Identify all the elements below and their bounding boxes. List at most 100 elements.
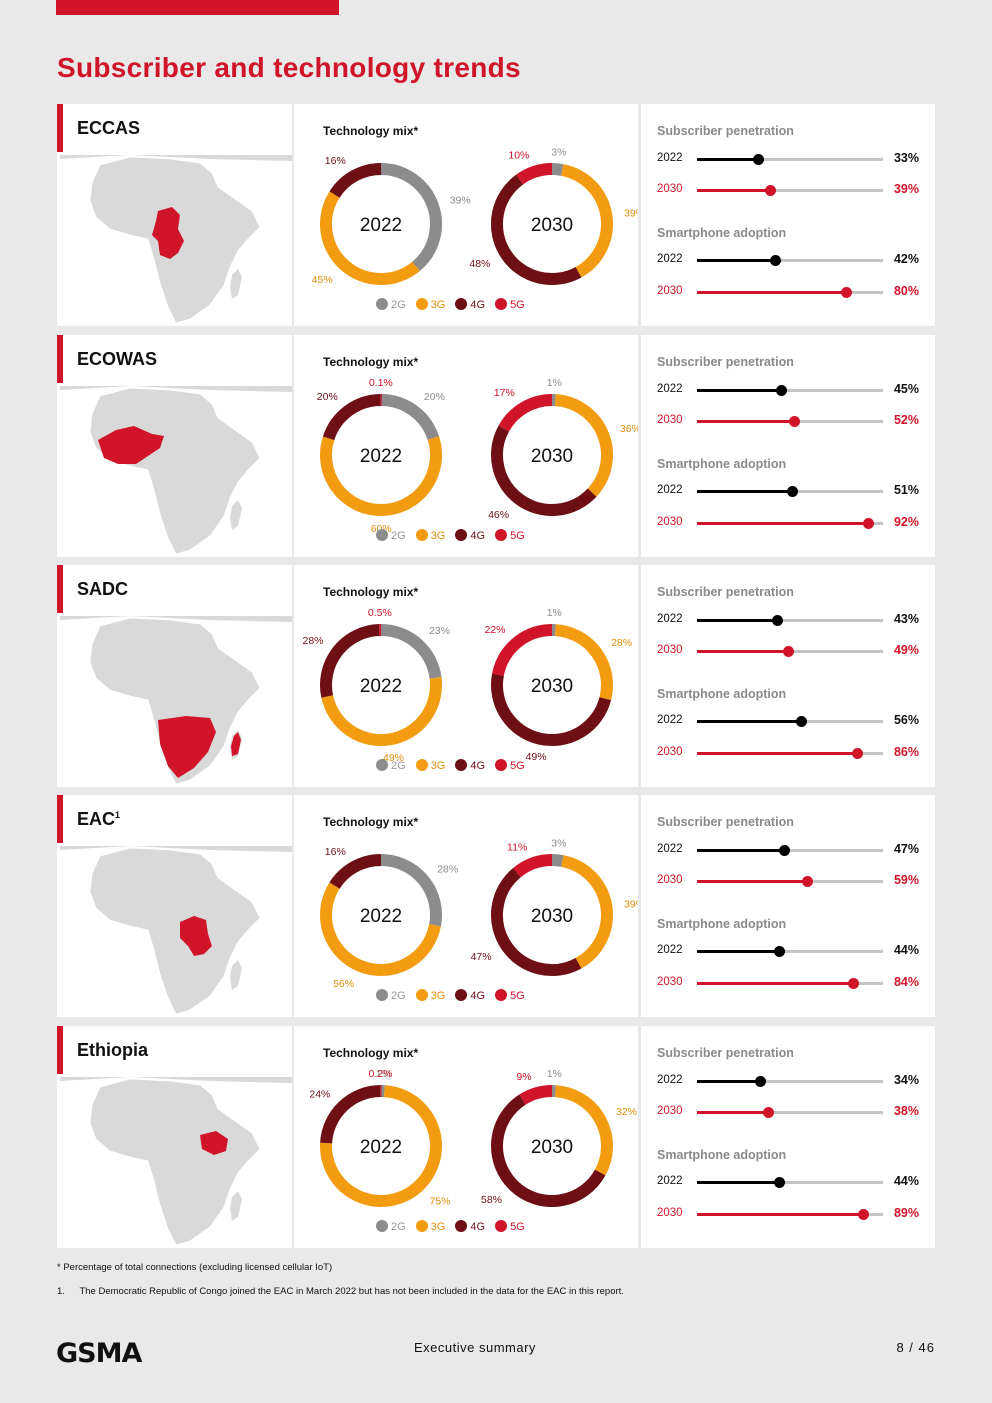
- bar-fill-2022: [697, 158, 759, 161]
- bar-knob-2030: [848, 978, 860, 989]
- bar-track-2022: [697, 385, 883, 396]
- slice-label-3g: 39%: [624, 899, 638, 911]
- slice-5g: [492, 624, 553, 677]
- map-europe: [60, 155, 292, 161]
- technology-legend: 2G 3G 4G 5G: [376, 298, 535, 311]
- bar-knob-2030: [788, 416, 800, 427]
- bar-value-2022: 43%: [893, 612, 919, 626]
- bar-track-2022: [697, 716, 883, 727]
- map-europe: [60, 616, 292, 622]
- region-name-bar: EAC1: [57, 795, 292, 843]
- slice-label-5g: 0.5%: [368, 607, 392, 619]
- slice-label-4g: 49%: [526, 751, 547, 763]
- slice-2g: [551, 853, 564, 867]
- legend-label: 4G: [470, 760, 486, 772]
- legend-item-3g: 3G: [415, 529, 446, 542]
- top-accent-bar: [56, 0, 339, 15]
- gsma-logo: GSMA: [56, 1338, 142, 1369]
- bar-year-2022: 2022: [657, 1074, 683, 1086]
- bar-track-2022: [697, 255, 883, 266]
- slice-label-2g: 39%: [450, 194, 471, 206]
- legend-label: 4G: [470, 1221, 486, 1233]
- map-africa: [89, 1078, 261, 1245]
- bar-knob-2022: [779, 845, 791, 856]
- slice-2g: [380, 854, 442, 927]
- donut-charts: 23% 49% 28% 0.5% 2022 1% 28% 49% 22% 2030: [302, 607, 632, 764]
- legend-dot-icon: [415, 529, 428, 541]
- region-map-panel: SADC: [57, 565, 292, 787]
- slice-3g: [320, 1085, 442, 1207]
- legend-label: 5G: [510, 760, 525, 772]
- subscriber-penetration-title: Subscriber penetration: [657, 815, 794, 829]
- bar-fill-2030: [697, 1111, 768, 1114]
- legend-label: 3G: [430, 990, 446, 1002]
- slice-label-3g: 56%: [333, 978, 354, 990]
- technology-mix-panel: Technology mix* 23% 49% 28% 0.5% 2022 1% 28% 49%…: [294, 565, 638, 787]
- bar-track-2022: [697, 946, 883, 957]
- africa-map: [60, 616, 292, 784]
- bar-track-2030: [697, 518, 883, 529]
- slice-label-2g: 1%: [547, 377, 562, 389]
- legend-dot-icon: [376, 989, 388, 1001]
- technology-mix-panel: Technology mix*28%56%16%20223%39%47%11%2…: [294, 795, 638, 1017]
- legend-label: 2G: [391, 760, 406, 772]
- slice-5g: [513, 854, 553, 878]
- region-name: Ethiopia: [77, 1040, 148, 1060]
- legend-label: 3G: [430, 530, 446, 542]
- bar-year-2030: 2030: [657, 1207, 683, 1219]
- slice-3g: [560, 164, 613, 278]
- penetration-panel: Subscriber penetration 2022 47% 2030 59% Smar…: [641, 795, 935, 1017]
- slice-label-3g: 36%: [620, 423, 638, 435]
- bar-year-2022: 2022: [657, 152, 683, 164]
- africa-map: [60, 846, 292, 1014]
- slice-4g: [491, 1094, 606, 1207]
- bar-value-2022: 44%: [893, 943, 919, 957]
- footer-section-title: Executive summary: [414, 1340, 536, 1355]
- slice-label-2g: 1%: [547, 1068, 562, 1080]
- bar-fill-2030: [697, 189, 770, 192]
- bar-knob-2030: [783, 646, 795, 657]
- bar-value-2030: 92%: [893, 515, 919, 529]
- bar-fill-2022: [697, 1181, 779, 1184]
- bar-fill-2030: [697, 982, 854, 985]
- region-name-bar: ECOWAS: [57, 335, 292, 383]
- legend-label: 4G: [470, 530, 486, 542]
- donut-year-label: 2022: [360, 906, 402, 927]
- donut-year-label: 2022: [360, 1137, 402, 1158]
- slice-label-2g: 23%: [429, 625, 450, 637]
- bar-track-2030: [697, 1209, 883, 1220]
- bar-knob-2022: [753, 154, 765, 165]
- legend-dot-icon: [376, 1220, 388, 1232]
- slice-3g: [554, 624, 613, 701]
- bar-track-2030: [697, 748, 883, 759]
- technology-legend: 2G 3G 4G 5G: [376, 759, 535, 772]
- bar-fill-2022: [697, 849, 785, 852]
- bar-value-2022: 47%: [893, 842, 919, 856]
- technology-legend: 2G 3G 4G 5G: [376, 1220, 535, 1233]
- bar-year-2022: 2022: [657, 843, 683, 855]
- penetration-panel: Subscriber penetration 2022 33% 2030 39% Smar…: [641, 104, 935, 326]
- donut-2022: 28% 56% 16% 2022: [320, 846, 458, 990]
- donut-charts: 39% 45% 16% 2022 3% 39% 48% 10% 2030: [312, 146, 638, 285]
- legend-label: 4G: [470, 299, 486, 311]
- legend-label: 3G: [430, 299, 446, 311]
- technology-mix-panel: Technology mix* 1% 75% 24% 0.2% 2022 1% 32% 58% 9…: [294, 1026, 638, 1248]
- legend-label: 5G: [510, 1221, 525, 1233]
- region-name-bar: SADC: [57, 565, 292, 613]
- slice-label-4g: 48%: [469, 258, 490, 270]
- smartphone-adoption-title: Smartphone adoption: [657, 917, 787, 931]
- legend-item-4g: 4G: [455, 298, 485, 311]
- legend-item-4g: 4G: [455, 989, 485, 1002]
- slice-label-2g: 1%: [376, 1068, 391, 1080]
- donut-charts: 1% 75% 24% 0.2% 2022 1% 32% 58% 9% 2030: [309, 1068, 637, 1208]
- bar-value-2030: 49%: [893, 643, 919, 657]
- bar-track-2022: [697, 486, 883, 497]
- bar-track-2030: [697, 1107, 883, 1118]
- donut-year-label: 2030: [531, 676, 573, 697]
- region-map-panel: EAC1: [57, 795, 292, 1017]
- legend-label: 2G: [391, 530, 406, 542]
- region-row-eccas: ECCAS Technology mix* 39% 45% 16% 2022 3% 39% 48…: [57, 104, 935, 326]
- bar-fill-2022: [697, 389, 781, 392]
- map-africa: [89, 617, 261, 784]
- legend-item-5g: 5G: [495, 1220, 525, 1233]
